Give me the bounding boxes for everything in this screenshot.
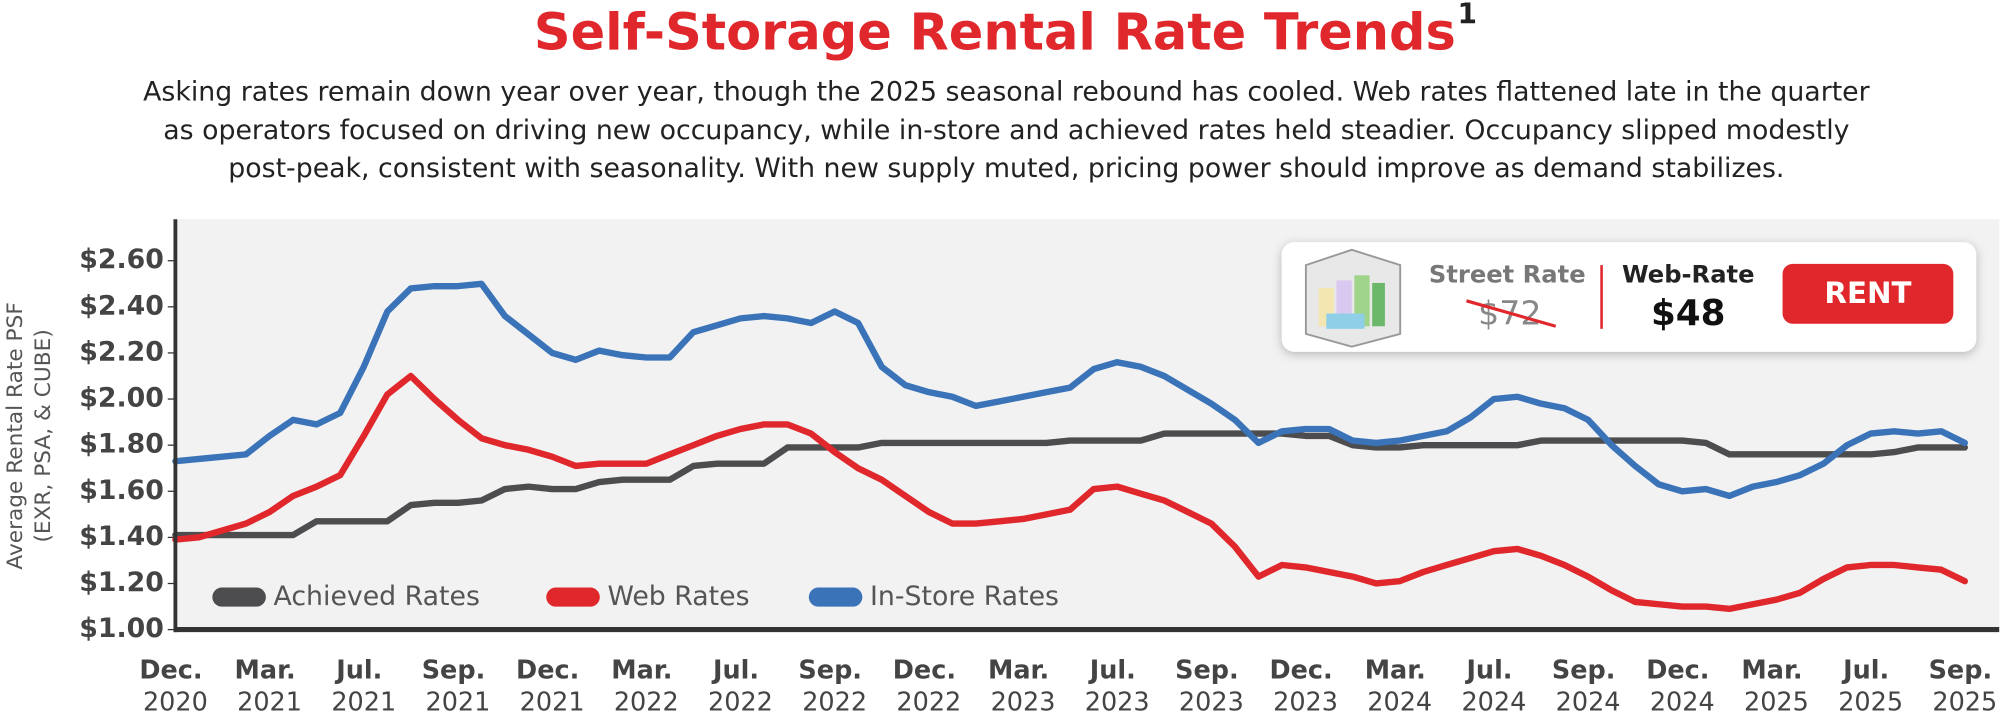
strike-line: [1466, 299, 1557, 328]
y-tick-label: $1.20: [79, 567, 164, 598]
x-tick-label: Mar. 2024: [1365, 656, 1435, 715]
series-line: [172, 430, 1968, 539]
legend-swatch: [808, 587, 863, 607]
x-tick-label: Dec. 2024: [1646, 656, 1718, 715]
web-rate: $48: [1651, 293, 1725, 334]
x-tick-label: Dec. 2022: [893, 656, 965, 715]
x-tick-label: Dec. 2020: [139, 656, 211, 715]
x-tick-label: Sep. 2021: [422, 656, 494, 715]
y-tick-label: $1.80: [79, 429, 164, 460]
legend-label: In-Store Rates: [870, 581, 1059, 612]
x-tick-label: Dec. 2021: [516, 656, 588, 715]
plot: $1.00 $1.20 $1.40 $1.60 $1.80 $2.00 $2.20 $2.40…: [79, 244, 2000, 715]
y-tick-label: $1.00: [79, 613, 164, 644]
x-tick-label: Sep. 2024: [1552, 656, 1624, 715]
rent-button[interactable]: [1782, 263, 1954, 324]
chart-title: Self-Storage Rental Rate Trends: [534, 4, 1456, 63]
x-tick-label: Mar. 2025: [1741, 656, 1811, 715]
subtitle: as operators focused on driving new occu…: [163, 115, 1849, 146]
y-tick-label: $2.40: [79, 290, 164, 321]
street-rate-label: Street Rate: [1429, 260, 1586, 288]
x-tick-label: Jul. 2022: [708, 656, 773, 715]
x-tick-label: Jul. 2023: [1085, 656, 1150, 715]
storage-icon: [1304, 248, 1402, 348]
series-line: [172, 280, 1968, 500]
y-tick-label: $2.60: [79, 244, 164, 275]
y-axis-label: Average Rental Rate PSF: [3, 302, 28, 569]
series-line: [172, 372, 1968, 613]
x-tick-label: Sep. 2025: [1929, 656, 2000, 715]
y-tick-label: $2.00: [79, 383, 164, 414]
x-tick-label: Jul. 2025: [1838, 656, 1903, 715]
web-rate-label: Web-Rate: [1622, 260, 1755, 288]
x-tick-label: Dec. 2023: [1269, 656, 1341, 715]
x-tick-label: Mar. 2021: [235, 656, 305, 715]
y-axis-label-note: (EXR, PSA, & CUBE): [31, 329, 56, 542]
subtitle: post-peak, consistent with seasonality. …: [228, 153, 1784, 184]
x-tick-label: Mar. 2023: [988, 656, 1058, 715]
y-tick-label: $1.40: [79, 521, 164, 552]
legend-swatch: [546, 587, 600, 607]
legend-label: Web Rates: [607, 581, 749, 612]
x-tick-label: Mar. 2022: [611, 656, 681, 715]
ad-box: Street Rate $72 Web-Rate $48 RENT: [1281, 242, 1977, 352]
title-note: 1: [1458, 0, 1478, 30]
legend-swatch: [212, 587, 266, 607]
x-tick-label: Jul. 2024: [1461, 656, 1526, 715]
x-tick-label: Jul. 2021: [331, 656, 396, 715]
x-tick-label: Sep. 2022: [798, 656, 870, 715]
subtitle: Asking rates remain down year over year,…: [143, 77, 1870, 108]
y-tick-label: $1.60: [79, 475, 164, 506]
y-tick-label: $2.20: [79, 336, 164, 367]
rent-button-label[interactable]: RENT: [1824, 276, 1911, 310]
legend-label: Achieved Rates: [274, 581, 480, 612]
x-tick-label: Sep. 2023: [1175, 656, 1247, 715]
